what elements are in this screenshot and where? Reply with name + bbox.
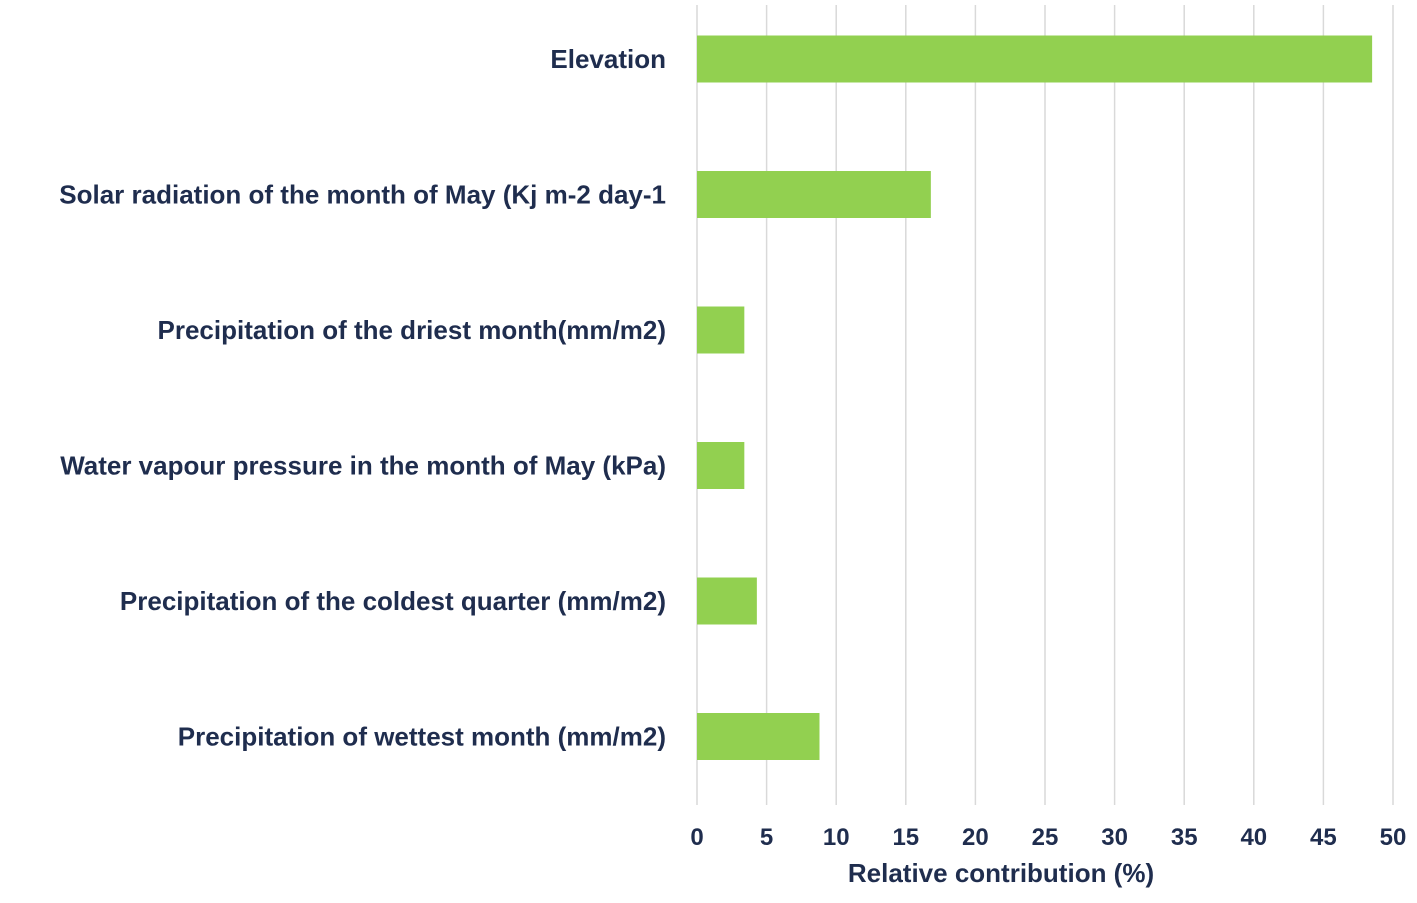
x-tick-label: 40 xyxy=(1240,824,1267,851)
category-label: Solar radiation of the month of May (Kj … xyxy=(59,180,666,210)
x-tick-label: 20 xyxy=(962,824,989,851)
bar xyxy=(697,442,745,489)
category-label: Water vapour pressure in the month of Ma… xyxy=(60,451,666,481)
category-labels: Elevation Solar radiation of the month of… xyxy=(59,44,666,752)
bars xyxy=(697,35,1373,760)
x-tick-label: 15 xyxy=(892,824,919,851)
category-label: Elevation xyxy=(550,44,666,74)
x-tick-label: 45 xyxy=(1310,824,1337,851)
x-tick-label: 35 xyxy=(1171,824,1198,851)
bar xyxy=(697,171,931,218)
bar xyxy=(697,713,820,760)
x-axis-title: Relative contribution (%) xyxy=(848,858,1154,888)
bar xyxy=(697,35,1373,83)
x-tick-label: 0 xyxy=(690,824,703,851)
x-tick-label: 50 xyxy=(1380,824,1407,851)
category-label: Precipitation of the driest month(mm/m2) xyxy=(158,315,667,345)
category-label: Precipitation of wettest month (mm/m2) xyxy=(178,722,666,752)
x-tick-label: 5 xyxy=(760,824,773,851)
x-tick-label: 25 xyxy=(1032,824,1059,851)
x-tick-labels: 0 5 10 15 20 25 30 35 40 45 50 xyxy=(690,824,1406,851)
category-label: Precipitation of the coldest quarter (mm… xyxy=(120,586,666,616)
x-tick-label: 10 xyxy=(823,824,850,851)
x-tick-label: 30 xyxy=(1101,824,1128,851)
gridlines xyxy=(696,5,1394,805)
bar xyxy=(697,577,757,625)
bar xyxy=(697,306,745,354)
